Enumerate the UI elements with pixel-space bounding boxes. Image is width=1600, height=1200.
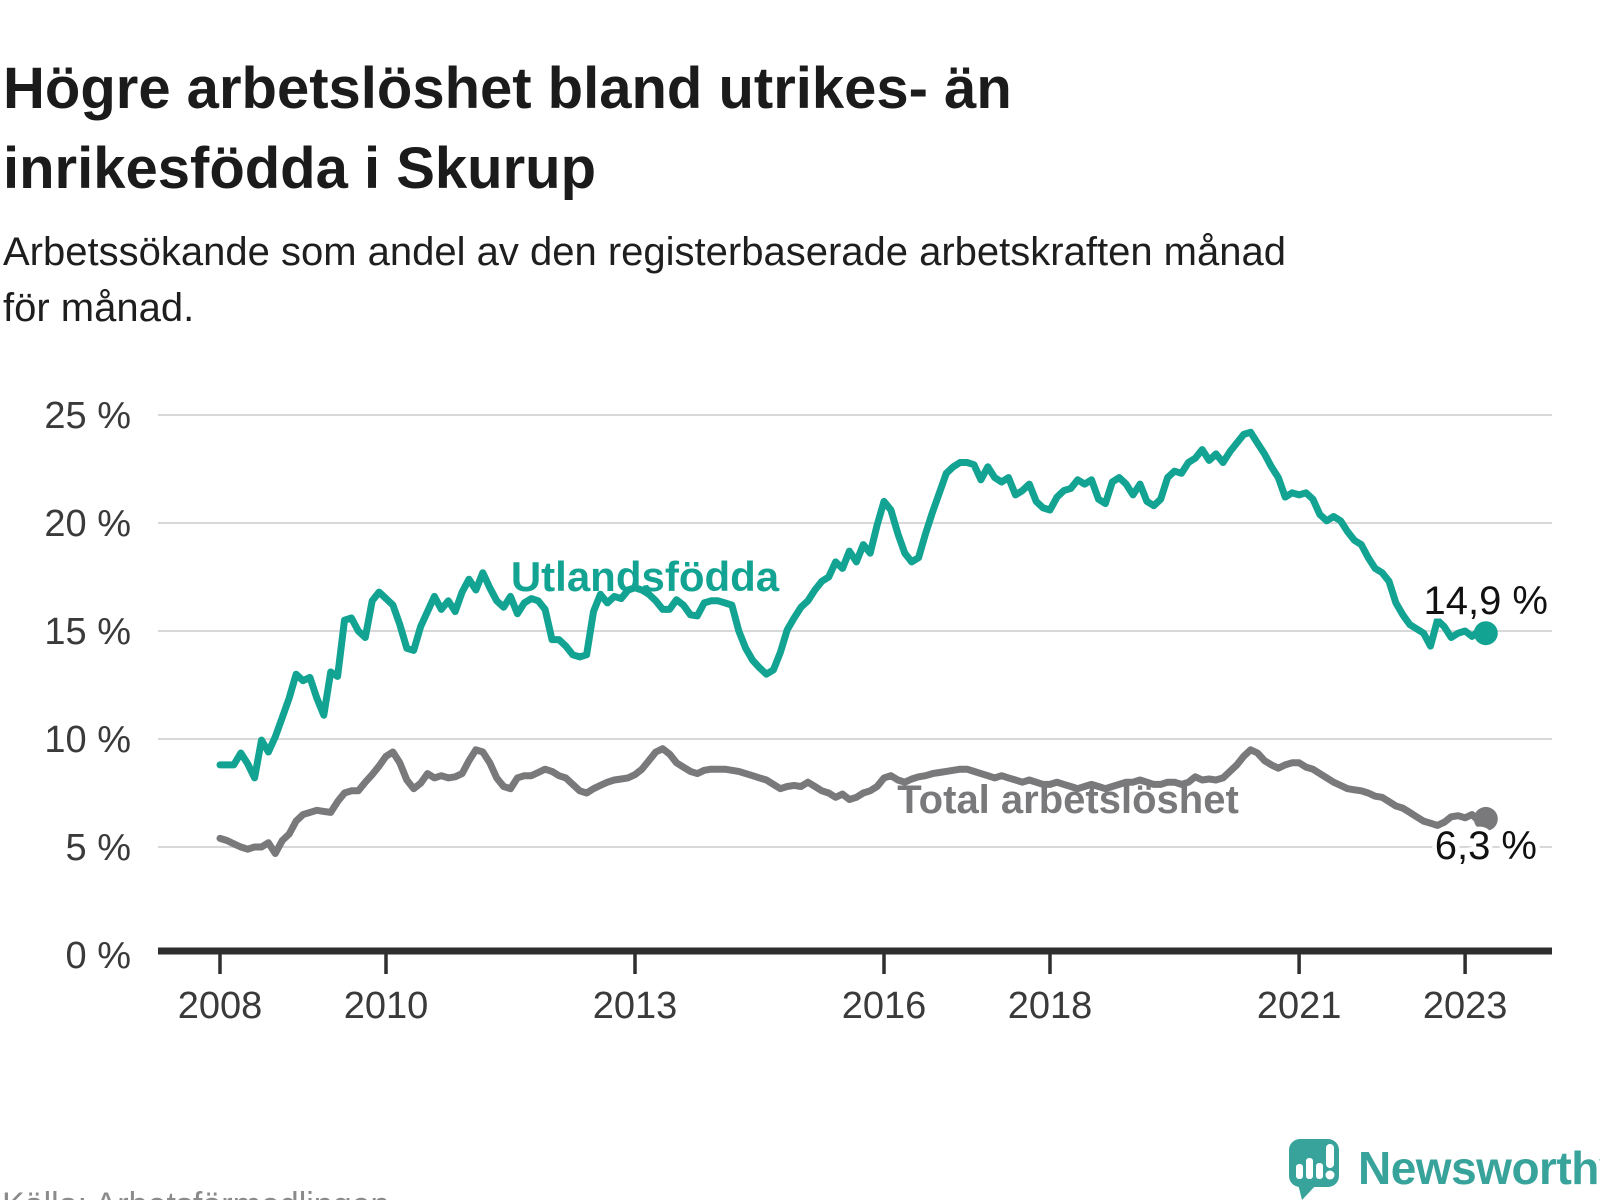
end-value-label-total: 6,3 % [1435,824,1537,868]
series-end-dot-total-arbetsloshet [1473,806,1498,831]
x-tick-label-2008: 2008 [178,985,263,1027]
page-title: Högre arbetslöshet bland utrikes- än inr… [3,55,1012,201]
brand-name: Newsworthy [1358,1142,1600,1194]
series-lines [216,428,1498,857]
page-subtitle: Arbetssökande som andel av den registerb… [3,230,1286,330]
x-axis [158,947,1552,974]
x-tick-label-2013: 2013 [593,985,678,1027]
series-label-total-arbetsloshet: Total arbetslöshet [897,778,1239,822]
x-tick-label-2016: 2016 [842,985,927,1027]
series-line-utlandsfodda [216,428,1490,782]
y-axis-labels: 0 % 5 % 10 % 15 % 20 % 25 % [44,395,131,977]
unemployment-line-chart: 0 %5 %10 %15 %20 %25 % 2008 2010 2013 2016 2… [44,395,1553,1027]
y-tick-label-0: 0 % [66,935,131,977]
series-line-total-arbetsloshet [216,745,1490,857]
y-tick-label-10: 10 % [44,719,131,761]
x-tick-label-2023: 2023 [1423,985,1508,1027]
y-tick-label-15: 15 % [44,611,131,653]
y-tick-label-25: 25 % [44,395,131,437]
newsworthy-brand: Newsworthy [1288,1138,1600,1200]
source-attribution: Källa: Arbetsförmedlingen [2,1186,389,1200]
y-tick-label-20: 20 % [44,503,131,545]
x-tick-label-2018: 2018 [1008,985,1093,1027]
series-end-dot-utlandsfodda [1473,621,1498,646]
x-tick-label-2021: 2021 [1257,985,1342,1027]
series-label-utlandsfodda: Utlandsfödda [511,553,780,600]
chart-annotations: Utlandsfödda Total arbetslöshet 14,9 % 6… [511,553,1553,873]
y-gridlines [158,414,1552,848]
y-tick-label-5: 5 % [66,827,131,869]
x-tick-label-2010: 2010 [344,985,429,1027]
newsworthy-speech-bubble-bar-chart-icon [1289,1139,1339,1200]
end-value-label-utlandsfodda: 14,9 % [1423,579,1548,623]
x-axis-labels: 2008 2010 2013 2016 2018 2021 2023 [178,985,1508,1027]
